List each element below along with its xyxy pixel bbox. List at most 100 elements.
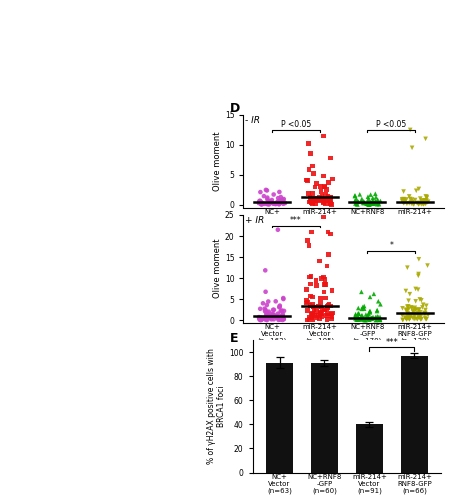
Point — [412, 298, 420, 306]
Point — [411, 312, 418, 320]
Point — [257, 198, 264, 206]
Bar — [266, 363, 293, 472]
Point — [258, 316, 265, 324]
Point — [307, 150, 314, 158]
Point — [354, 200, 361, 208]
Point — [415, 200, 423, 208]
Point — [274, 199, 282, 207]
Point — [316, 314, 323, 322]
Point — [325, 178, 332, 186]
Point — [424, 262, 431, 270]
Point — [410, 200, 418, 208]
Point — [262, 306, 269, 314]
Point — [278, 306, 285, 314]
Point — [405, 314, 412, 322]
Point — [372, 314, 379, 322]
Point — [305, 316, 313, 324]
Point — [405, 192, 413, 200]
Point — [322, 190, 329, 198]
Point — [360, 302, 368, 310]
Point — [407, 314, 414, 322]
Point — [270, 316, 278, 324]
Point — [262, 288, 269, 296]
Point — [369, 198, 376, 205]
Point — [369, 194, 376, 202]
Point — [265, 298, 272, 306]
Point — [364, 314, 371, 322]
Point — [320, 213, 327, 221]
Point — [410, 315, 418, 323]
Point — [264, 194, 271, 202]
Point — [319, 198, 327, 206]
Point — [263, 200, 270, 207]
Point — [317, 294, 324, 302]
Point — [365, 315, 373, 323]
Point — [421, 309, 428, 317]
Point — [409, 198, 416, 206]
Point — [399, 312, 406, 320]
Point — [405, 296, 412, 304]
Point — [412, 306, 420, 314]
Point — [328, 315, 335, 323]
Point — [412, 315, 420, 323]
Point — [306, 273, 313, 281]
Point — [372, 198, 379, 205]
Point — [309, 300, 316, 308]
Point — [404, 302, 411, 310]
Point — [365, 200, 373, 208]
Point — [399, 316, 407, 324]
Point — [324, 197, 331, 205]
Point — [359, 312, 366, 320]
Point — [422, 192, 430, 200]
Point — [320, 273, 327, 281]
Point — [264, 196, 271, 203]
Point — [274, 226, 282, 234]
Point — [420, 200, 427, 208]
Point — [400, 195, 407, 203]
Point — [310, 306, 318, 314]
Point — [305, 166, 313, 173]
Point — [374, 200, 381, 208]
Point — [263, 316, 271, 324]
Point — [313, 314, 320, 322]
Point — [416, 296, 424, 304]
Point — [321, 195, 328, 203]
Point — [328, 200, 335, 208]
Text: P <0.05: P <0.05 — [281, 120, 311, 130]
Point — [307, 292, 314, 300]
Point — [256, 197, 263, 205]
Point — [355, 310, 362, 318]
Text: - IR: - IR — [245, 116, 260, 125]
Point — [372, 198, 379, 206]
Point — [280, 307, 288, 315]
Point — [372, 198, 379, 205]
Point — [257, 316, 264, 324]
Point — [356, 314, 363, 322]
Point — [374, 313, 382, 321]
Point — [272, 200, 279, 208]
Point — [328, 310, 335, 318]
Point — [269, 310, 276, 318]
Point — [263, 314, 270, 322]
Point — [309, 303, 317, 311]
Point — [269, 314, 276, 322]
Point — [404, 264, 411, 272]
Point — [368, 199, 375, 207]
Point — [280, 200, 287, 208]
Point — [263, 301, 270, 309]
Point — [268, 198, 275, 206]
Point — [416, 306, 423, 314]
Point — [309, 293, 316, 301]
Point — [354, 314, 361, 322]
Point — [403, 196, 410, 203]
Point — [256, 196, 263, 204]
Point — [369, 314, 376, 322]
Point — [260, 314, 268, 322]
Point — [324, 304, 332, 312]
Point — [403, 307, 410, 315]
Point — [278, 196, 285, 204]
Point — [276, 304, 283, 312]
Point — [305, 190, 313, 198]
Point — [255, 199, 263, 207]
Point — [416, 199, 424, 207]
